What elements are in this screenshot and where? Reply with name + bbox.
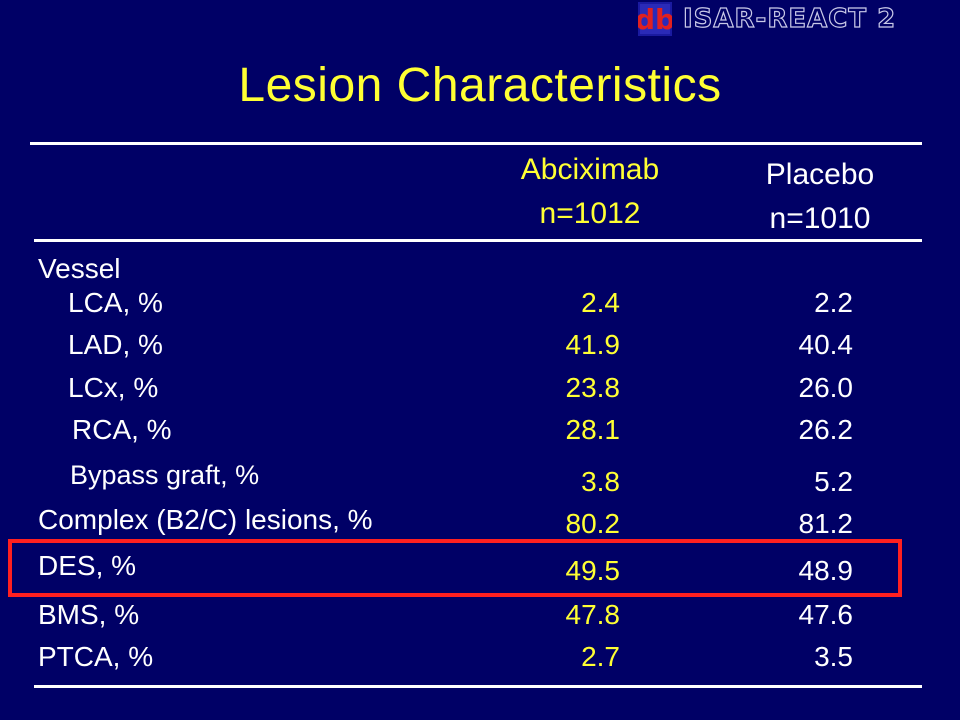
row-label-lad: LAD, %	[68, 329, 163, 360]
row-value-placebo-bms: 47.6	[798, 599, 854, 630]
row-label-complex-lesions: Complex (B2/C) lesions, %	[38, 504, 373, 535]
col-head-abciximab-name: Abciximab	[520, 153, 660, 186]
bottom-rule	[34, 685, 922, 688]
row-value-abciximab-lca: 2.4	[581, 287, 620, 318]
header-rule	[34, 239, 922, 242]
row-value-placebo-ptca: 3.5	[814, 641, 853, 672]
row-label-bms: BMS, %	[38, 599, 140, 630]
row-value-abciximab-lcx: 23.8	[565, 372, 621, 403]
row-value-placebo-lad: 40.4	[798, 329, 854, 360]
row-value-abciximab-des: 49.5	[565, 555, 621, 586]
row-value-placebo-lca: 2.2	[814, 287, 853, 318]
logo-text: db	[638, 3, 672, 36]
row-label-lca: LCA, %	[68, 287, 163, 318]
row-value-placebo-bypass-graft: 5.2	[814, 466, 853, 497]
col-head-abciximab-n: n=1012	[539, 197, 641, 230]
col-head-placebo-name: Placebo	[765, 158, 875, 191]
row-value-abciximab-lad: 41.9	[565, 329, 621, 360]
row-value-placebo-complex-lesions: 81.2	[798, 508, 854, 539]
row-label-bypass-graft: Bypass graft, %	[70, 460, 260, 490]
row-label-rca: RCA, %	[72, 414, 172, 445]
top-rule	[30, 142, 922, 145]
row-value-placebo-lcx: 26.0	[798, 372, 854, 403]
row-label-des: DES, %	[38, 550, 137, 581]
row-value-abciximab-complex-lesions: 80.2	[565, 508, 621, 539]
col-head-placebo-n: n=1010	[769, 202, 871, 235]
study-name: ISAR-REACT 2	[682, 3, 897, 34]
row-label-lcx: LCx, %	[68, 372, 159, 403]
row-label-ptca: PTCA, %	[38, 641, 154, 672]
row-value-placebo-rca: 26.2	[798, 414, 854, 445]
db-logo: db	[635, 2, 675, 36]
section-label-vessel: Vessel	[38, 253, 121, 284]
row-value-abciximab-bms: 47.8	[565, 599, 621, 630]
row-value-abciximab-bypass-graft: 3.8	[581, 466, 620, 497]
row-value-abciximab-rca: 28.1	[565, 414, 621, 445]
page-title: Lesion Characteristics	[238, 59, 722, 112]
row-value-abciximab-ptca: 2.7	[581, 641, 620, 672]
des-highlight-box	[8, 539, 902, 597]
row-value-placebo-des: 48.9	[798, 555, 854, 586]
